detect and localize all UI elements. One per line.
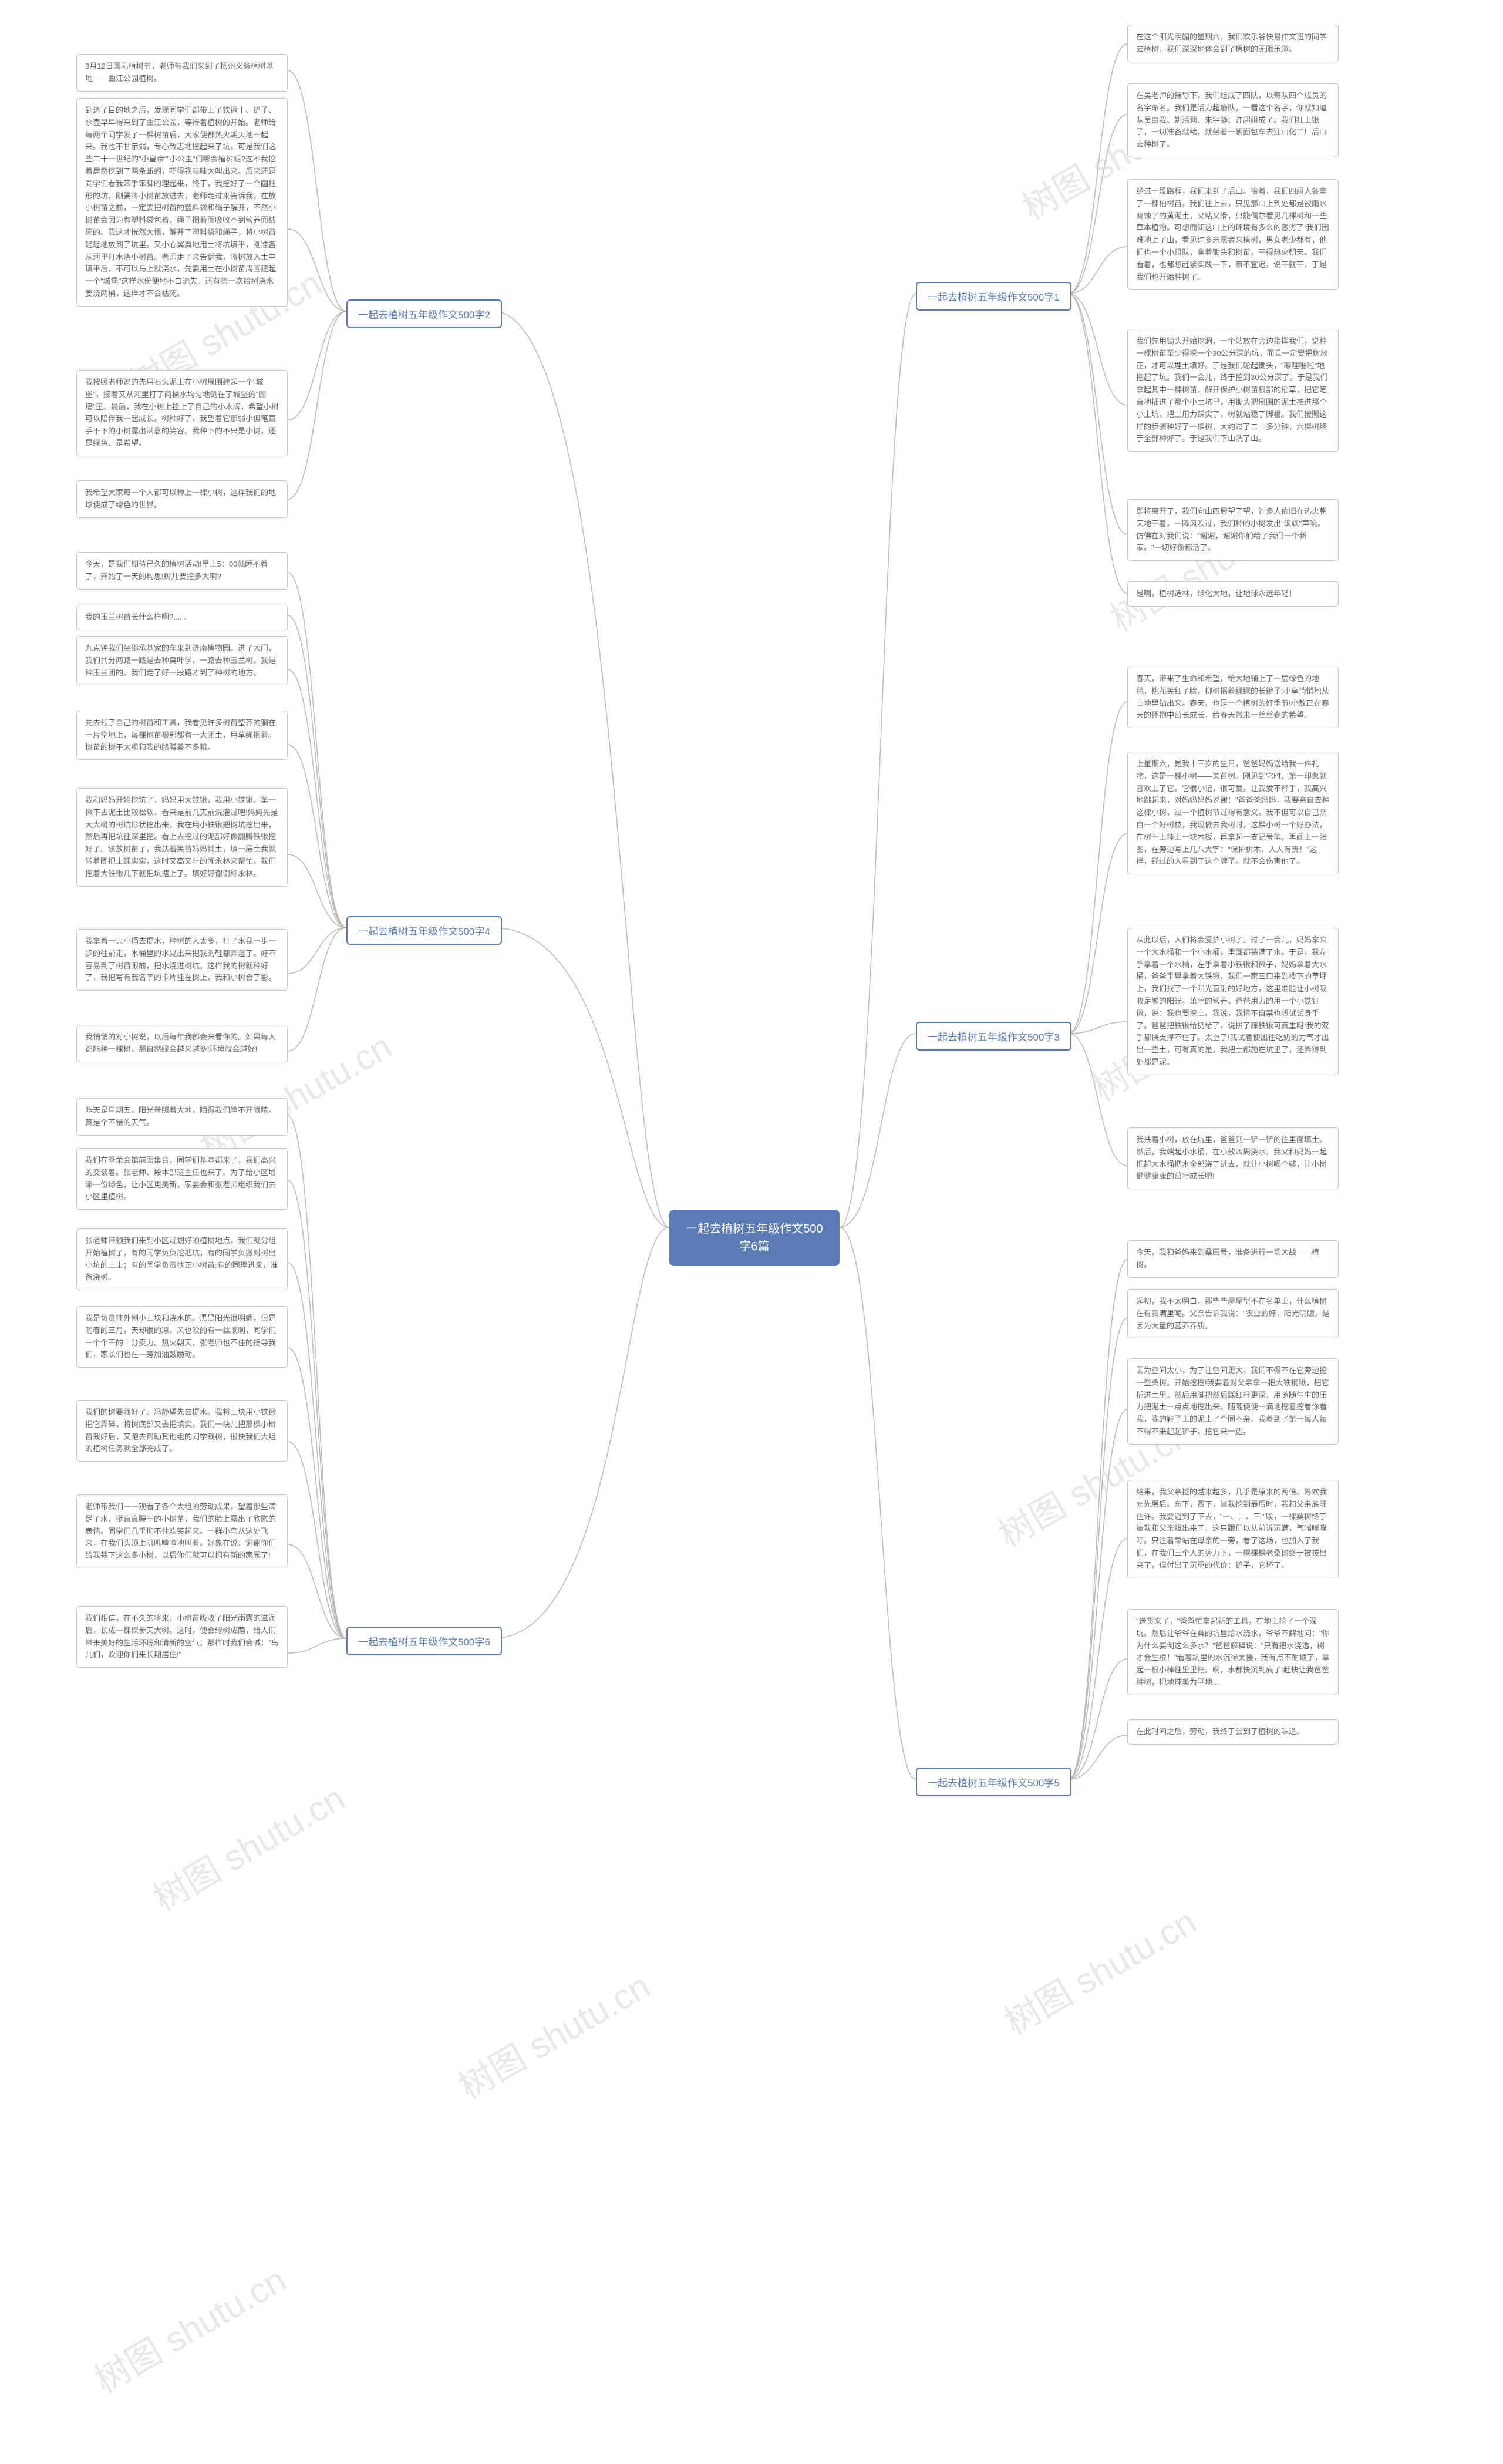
leaf-node[interactable]: 先去领了自己的树苗和工具，我看见许多树苗整齐的躺在一片空地上，每棵树苗根部都有一…: [76, 711, 288, 760]
center-title: 一起去植树五年级作文500字6篇: [686, 1223, 823, 1253]
branch-label: 一起去植树五年级作文500字3: [928, 1032, 1060, 1043]
leaf-node[interactable]: 我拿着一只小桶去提水，种树的人太多，打了水我一步一步的往前走，水桶里的水晃出来把…: [76, 929, 288, 991]
leaf-node[interactable]: 在这个阳光明媚的星期六，我们欢乐谷快易作文班的同学去植树，我们深深地体会到了植树…: [1127, 25, 1339, 62]
leaf-node[interactable]: 我是负责往外刨小土块和浇水的。黑黑阳光很明媚，但是明春的三月，天却很的凉，风也吹…: [76, 1306, 288, 1368]
leaf-node[interactable]: 我按照老师说的先用石头泥土在小树周围建起一个"城堡"，接着又从河里打了两桶水均匀…: [76, 370, 288, 456]
branch-2[interactable]: 一起去植树五年级作文500字2: [346, 299, 502, 328]
leaf-node[interactable]: 我扶着小树，放在坑里，爸爸则一铲一铲的往里面填土。然后，我端起小水桶，在小敖四周…: [1127, 1127, 1339, 1189]
leaf-node[interactable]: 老师带我们一一观看了各个大组的劳动成果，望着那些满足了水，挺直直腰干的小树苗，我…: [76, 1494, 288, 1568]
branch-5[interactable]: 一起去植树五年级作文500字5: [916, 1768, 1071, 1796]
leaf-node[interactable]: 上星期六，是我十三岁的生日，爸爸妈妈送给我一件礼物，这是一棵小树——关苗树。刚见…: [1127, 752, 1339, 874]
leaf-node[interactable]: 在吴老师的指导下，我们组成了四队，以每队四个成员的名字命名。我们是活力超静队，一…: [1127, 83, 1339, 157]
branch-3[interactable]: 一起去植树五年级作文500字3: [916, 1022, 1071, 1051]
leaf-node[interactable]: 春天，带来了生命和希望，给大地铺上了一层绿色的地毯，桃花笑红了脸，柳树摇着绿绿的…: [1127, 667, 1339, 728]
leaf-node[interactable]: 我的玉兰树苗长什么样啊?......: [76, 605, 288, 630]
branch-label: 一起去植树五年级作文500字6: [358, 1637, 490, 1648]
leaf-node[interactable]: 从此以后，人们将会爱护小树了。过了一会儿，妈妈拿来一个大水桶和一个小水桶，里面都…: [1127, 928, 1339, 1075]
branch-6[interactable]: 一起去植树五年级作文500字6: [346, 1627, 502, 1655]
mindmap-container: 一起去植树五年级作文500字6篇 一起去植树五年级作文500字1 一起去植树五年…: [0, 0, 1503, 2464]
leaf-node[interactable]: 我们先用锄头开始挖洞，一个站放在旁边指挥我们，说种一棵树苗至少得挖一个30公分深…: [1127, 329, 1339, 452]
leaf-node[interactable]: 起初，我不太明白，那些些屋屋型不在名单上，什么植树在有贵满里呢。父亲告诉我说："…: [1127, 1289, 1339, 1338]
leaf-node[interactable]: 张老师带领我们来到小区规划好的植树地点，我们就分组开始植树了，有的同学负负挖把坑…: [76, 1228, 288, 1290]
leaf-node[interactable]: 结果，我父亲挖的越来越多，几乎是原来的两倍。筹欢我先先层后。东下，西下，当我挖到…: [1127, 1480, 1339, 1578]
leaf-node[interactable]: 我们相信，在不久的将来，小树苗吸收了阳光雨露的滋润后，长成一棵棵参天大树。这时，…: [76, 1606, 288, 1668]
leaf-node[interactable]: 经过一段路程，我们来到了后山。接着，我们四组人各拿了一棵柏树苗，我们往上去，只见…: [1127, 179, 1339, 290]
leaf-node[interactable]: 昨天是星期五，阳光普照着大地，晒得我们睁不开眼睛。真是个不错的天气。: [76, 1098, 288, 1136]
leaf-node[interactable]: 九点钟我们坐邵承基家的车来到济南植物园。进了大门，我们共分两路一路是去种臭叶学，…: [76, 636, 288, 685]
leaf-node[interactable]: 3月12日国际植树节，老师带我们来到了扬州义务植树基地——曲江公园植树。: [76, 54, 288, 92]
leaf-node[interactable]: 到达了目的地之后，发现同学们都带上了铁锹丨、铲子、水壶早早得来到了曲江公园，等待…: [76, 98, 288, 307]
leaf-node[interactable]: 我和妈妈开始挖坑了，妈妈用大铁锹，我用小铁锹。第一锹下去泥土比较松软，看来是前几…: [76, 788, 288, 887]
leaf-node[interactable]: 今天，我和爸妈来到桑田号，准备进行一场大战——植树。: [1127, 1240, 1339, 1278]
leaf-node[interactable]: 今天，是我们期待已久的植树活动!早上5：00就睡不着了，开始了一天的构思!树儿要…: [76, 552, 288, 590]
leaf-node[interactable]: 我悄悄的对小树说，以后每年我都会来看你的。如果每人都能种一棵树，那自然绿会越来越…: [76, 1025, 288, 1062]
center-node[interactable]: 一起去植树五年级作文500字6篇: [669, 1210, 840, 1266]
branch-1[interactable]: 一起去植树五年级作文500字1: [916, 282, 1071, 311]
branch-label: 一起去植树五年级作文500字2: [358, 309, 490, 321]
leaf-node[interactable]: 因为空间太小，为了让空间更大，我们不得不在它旁边挖一些桑树。开始挖挖!我要着对父…: [1127, 1358, 1339, 1445]
leaf-node[interactable]: 在此时间之后，劳动，我终于尝到了植树的味道。: [1127, 1719, 1339, 1745]
branch-4[interactable]: 一起去植树五年级作文500字4: [346, 916, 502, 945]
branch-label: 一起去植树五年级作文500字4: [358, 926, 490, 937]
leaf-node[interactable]: 我希望大家每一个人都可以种上一棵小树，这样我们的地球便成了绿色的世界。: [76, 480, 288, 518]
leaf-node[interactable]: 是啊，植树造林，绿化大地，让地球永远年轻！: [1127, 581, 1339, 607]
leaf-node[interactable]: 即将离开了，我们向山四周望了望，许多人依旧在热火朝天地干着。一阵风吹过，我们种的…: [1127, 499, 1339, 561]
leaf-node[interactable]: 我们的树要栽好了。冯静望先去提水。我将土块用小铁锹把它弄碎，将树底部又去把填实。…: [76, 1400, 288, 1462]
leaf-node[interactable]: "送货来了，"爸爸忙拿起新的工具，在地上挖了一个深坑。然后让爷爷在桑的坑里给水浇…: [1127, 1609, 1339, 1695]
leaf-node[interactable]: 我们在圣荣会馆前面集合，同学们基本都来了，我们高兴的交谈着。张老师、段本部班主任…: [76, 1148, 288, 1210]
branch-label: 一起去植树五年级作文500字1: [928, 292, 1060, 303]
branch-label: 一起去植树五年级作文500字5: [928, 1778, 1060, 1789]
